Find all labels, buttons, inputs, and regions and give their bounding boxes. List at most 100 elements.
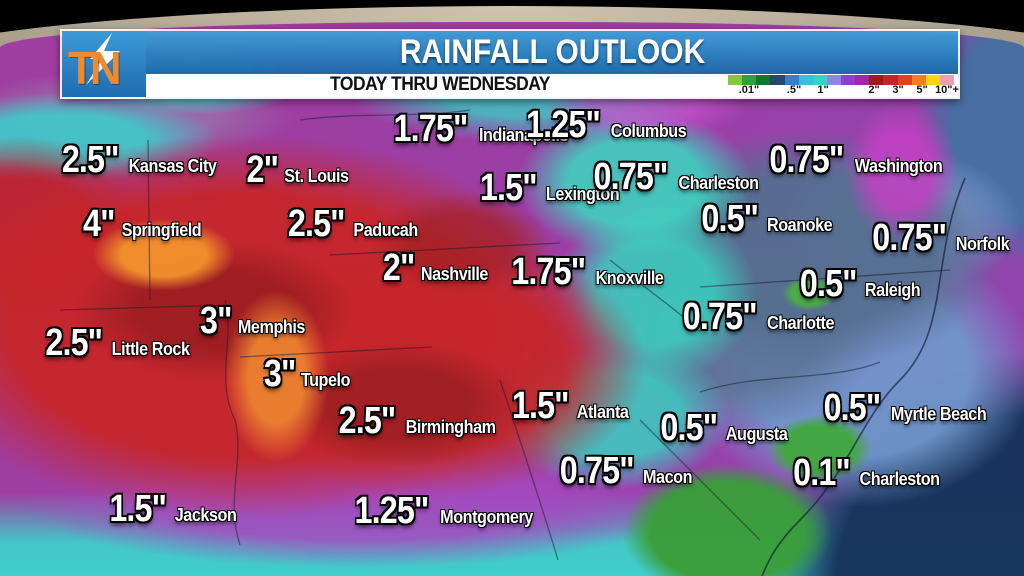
station-value: 0.1" (793, 452, 851, 494)
title-bar: RAINFALL OUTLOOK (146, 31, 958, 74)
station-logo: TN (62, 31, 146, 97)
station-washington: 0.75" Washington (763, 141, 947, 179)
station-value: 2.5" (45, 322, 103, 364)
legend-swatch (770, 74, 785, 85)
station-little-rock: 2.5" Little Rock (40, 324, 193, 362)
legend-labels: .01" .5" 1" 2" 3" 5" 10"+ (728, 83, 959, 97)
legend-label: 5" (916, 83, 928, 96)
station-value: 3" (263, 353, 296, 395)
legend-color-scale (728, 74, 954, 85)
station-city: Raleigh (864, 280, 921, 300)
rainfall-legend: .01" .5" 1" 2" 3" 5" 10"+ (728, 74, 959, 97)
station-city: Springfield (121, 220, 202, 240)
station-norfolk: 0.75" Norfolk (866, 219, 1012, 257)
station-augusta: 0.5" Augusta (655, 409, 790, 447)
legend-swatch (939, 74, 954, 85)
legend-swatch (869, 74, 884, 85)
legend-swatch (883, 74, 898, 85)
station-macon: 0.75" Macon (553, 452, 695, 490)
legend-swatch (756, 74, 771, 85)
station-city: Augusta (725, 424, 788, 444)
legend-swatch (812, 74, 827, 85)
station-value: 1.5" (109, 488, 167, 530)
legend-swatch (784, 74, 799, 85)
station-city: Kansas City (128, 156, 217, 176)
station-city: Tupelo (300, 370, 351, 390)
station-city: Montgomery (440, 507, 533, 527)
station-city: Washington (854, 156, 943, 176)
station-city: Jackson (174, 505, 237, 525)
station-charlotte: 0.75" Charlotte (676, 298, 838, 336)
station-city: Myrtle Beach (890, 404, 987, 424)
legend-swatch (841, 74, 856, 85)
station-value: 1.75" (511, 251, 586, 293)
station-city: Columbus (610, 121, 687, 141)
station-charleston: 0.1" Charleston (788, 454, 944, 492)
legend-label: .5" (786, 83, 802, 96)
station-springfield: 4" Springfield (80, 205, 206, 243)
station-value: 0.5" (799, 263, 858, 305)
station-birmingham: 2.5" Birmingham (334, 402, 501, 440)
legend-swatch (826, 74, 841, 85)
station-myrtle-beach: 0.5" Myrtle Beach (819, 389, 992, 427)
station-city: Paducah (353, 220, 418, 240)
station-raleigh: 0.5" Raleigh (795, 265, 923, 303)
legend-swatch (855, 74, 870, 85)
legend-label: 3" (892, 83, 904, 96)
legend-swatch (798, 74, 813, 85)
station-city: Charleston (678, 173, 759, 193)
station-city: Atlanta (576, 402, 629, 422)
station-city: Little Rock (111, 339, 190, 359)
station-city: Knoxville (595, 268, 664, 288)
logo-text: TN (68, 42, 122, 94)
legend-swatch (728, 74, 743, 85)
station-value: 0.75" (559, 450, 635, 492)
station-roanoke: 0.5" Roanoke (696, 200, 835, 238)
rainfall-map (0, 22, 1024, 576)
station-kansas-city: 2.5" Kansas City (57, 141, 221, 179)
banner-right: RAINFALL OUTLOOK TODAY THRU WEDNESDAY .0… (146, 31, 959, 97)
station-charleston: 0.75" Charleston (587, 158, 763, 196)
station-memphis: 3" Memphis (197, 302, 309, 340)
subtitle-bar: TODAY THRU WEDNESDAY .01" .5" 1" 2" 3" 5" 10"+ (146, 73, 959, 97)
station-value: 1.5" (511, 385, 570, 427)
legend-label: 2" (868, 83, 880, 96)
station-indianapolis: 1.75" Indianapolis (387, 110, 573, 148)
station-value: 2.5" (287, 203, 346, 245)
station-city: Nashville (421, 264, 489, 284)
station-city: Birmingham (405, 417, 496, 437)
legend-swatch (897, 74, 912, 85)
station-value: 4" (82, 203, 115, 245)
station-city: Macon (642, 467, 693, 487)
station-value: 2" (246, 149, 279, 191)
legend-label: 1" (817, 83, 829, 96)
station-value: 2.5" (61, 139, 120, 181)
station-city: Roanoke (766, 215, 833, 235)
station-tupelo: 3" Tupelo (261, 355, 353, 393)
station-paducah: 2.5" Paducah (283, 205, 421, 243)
legend-swatch (742, 74, 757, 85)
station-atlanta: 1.5" Atlanta (507, 387, 631, 425)
station-montgomery: 1.25" Montgomery (348, 492, 538, 530)
station-value: 0.5" (660, 407, 718, 449)
page-title: RAINFALL OUTLOOK (399, 32, 705, 71)
station-nashville: 2" Nashville (380, 249, 492, 287)
station-value: 1.25" (526, 104, 601, 146)
station-city: Memphis (238, 317, 306, 337)
station-city: St. Louis (284, 166, 349, 186)
station-value: 0.75" (682, 296, 758, 338)
header-banner: TN RAINFALL OUTLOOK TODAY THRU WEDNESDAY… (60, 29, 960, 99)
station-value: 0.5" (823, 387, 882, 429)
station-value: 3" (199, 300, 232, 342)
station-value: 2" (382, 247, 415, 289)
station-value: 1.75" (393, 108, 469, 150)
station-city: Lexington (545, 184, 620, 204)
station-city: Charlotte (766, 313, 835, 333)
legend-swatch (911, 74, 926, 85)
station-value: 0.75" (769, 139, 844, 181)
station-value: 1.5" (479, 167, 538, 209)
station-value: 0.5" (701, 198, 759, 240)
station-value: 0.75" (593, 156, 669, 198)
station-value: 2.5" (338, 400, 397, 442)
lightning-bolt-icon (86, 33, 120, 85)
